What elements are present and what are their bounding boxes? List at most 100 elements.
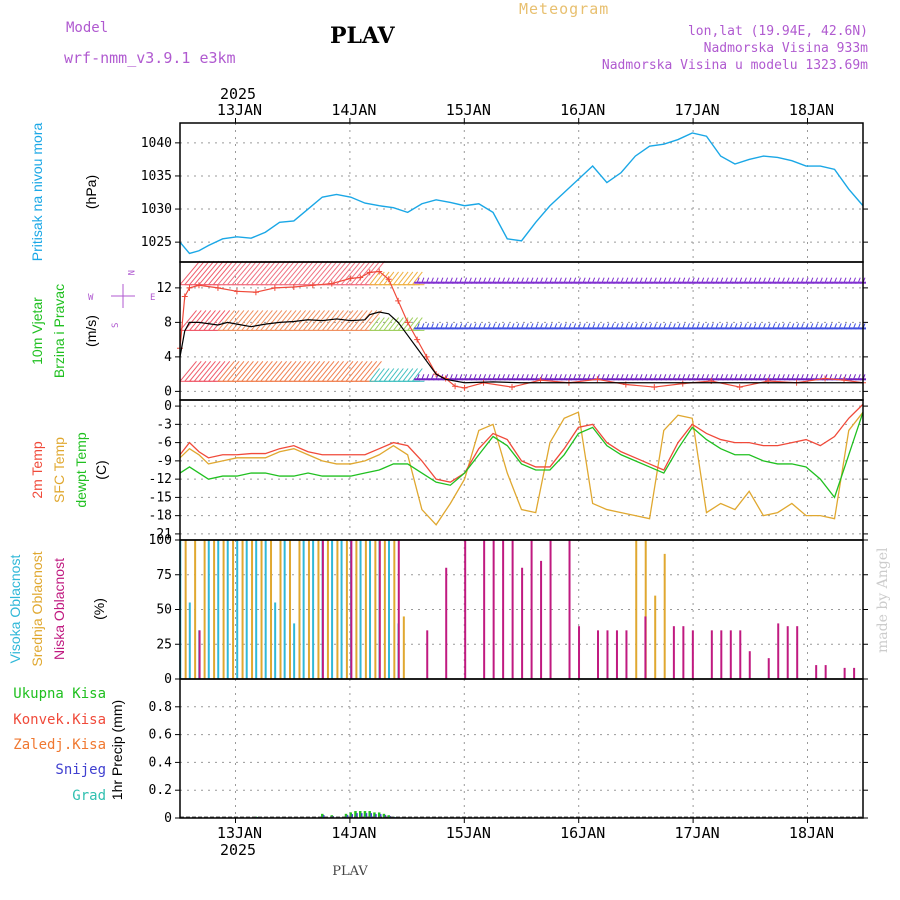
wind-speed-line	[179, 311, 863, 384]
wind-barb	[554, 374, 558, 380]
wind-barb	[630, 323, 634, 329]
wind-barb	[426, 277, 430, 283]
gust-marker	[395, 297, 402, 304]
wind-barb	[250, 360, 269, 382]
wind-barb	[824, 277, 828, 283]
wind-barb	[592, 323, 596, 329]
wind-unit-label: (m/s)	[83, 315, 99, 347]
bottom-date-label: 17JAN	[675, 824, 720, 842]
wind-barb	[468, 277, 472, 283]
wind-barb	[810, 323, 814, 329]
wind-barb	[445, 323, 449, 329]
wind-barb	[241, 360, 259, 382]
wind-barb	[573, 277, 577, 283]
wind-barb	[729, 323, 733, 329]
wind-barb	[217, 260, 239, 286]
ytick-label: -21	[149, 527, 172, 542]
temp-2m-axis-title: 2m Temp	[29, 441, 45, 499]
wind-barb	[834, 277, 838, 283]
wind-barb	[582, 323, 586, 329]
wind-barb	[639, 323, 643, 329]
wind-barb	[511, 323, 515, 329]
watermark: made by Angel	[875, 547, 891, 653]
wind-barb	[326, 310, 344, 331]
wind-barb	[449, 374, 453, 380]
wind-barb	[279, 310, 297, 331]
ytick-label: 0	[164, 811, 172, 826]
wind-barb	[487, 374, 491, 380]
compass-w-label: W	[88, 293, 94, 303]
wind-barb	[796, 374, 800, 380]
gust-marker	[414, 336, 421, 343]
compass-e-label: E	[150, 293, 155, 303]
wind-barb	[478, 374, 482, 380]
wind-barb	[412, 368, 423, 382]
wind-barb	[222, 360, 240, 382]
ytick-label: 1035	[141, 169, 172, 184]
wind-barb	[198, 360, 216, 382]
wind-barb	[777, 323, 781, 329]
wind-barb	[421, 374, 425, 380]
wind-barb	[521, 277, 524, 283]
wind-barb	[198, 260, 220, 286]
bottom-date-label: 16JAN	[560, 824, 605, 842]
ytick-label: -15	[149, 490, 172, 505]
wind-barb	[350, 260, 371, 286]
wind-barb	[189, 360, 207, 382]
wind-barb	[848, 323, 852, 329]
wind-barb	[781, 277, 785, 283]
wind-barb	[848, 277, 852, 283]
bottom-date-label: 14JAN	[331, 824, 376, 842]
wind-barb	[838, 374, 842, 380]
wind-barb	[634, 323, 638, 329]
gust-marker	[271, 284, 278, 291]
wind-barb	[374, 368, 385, 382]
wind-barb	[677, 277, 681, 283]
ytick-label: 75	[156, 568, 172, 583]
gust-marker	[195, 282, 202, 289]
wind-barb	[615, 374, 619, 380]
pressure-line	[179, 132, 864, 255]
wind-barb	[772, 277, 776, 283]
wind-barb	[473, 277, 477, 283]
wind-barb	[748, 277, 752, 283]
wind-barb	[672, 277, 676, 283]
pressure-axis-title: Pritisak na nivou mora	[29, 123, 45, 262]
wind-barb	[800, 323, 804, 329]
wind-barb	[687, 323, 690, 329]
wind-barb	[302, 260, 324, 286]
wind-barb	[611, 374, 615, 380]
wind-barb	[397, 271, 409, 286]
wind-barb	[426, 323, 430, 329]
wind-barb	[321, 310, 340, 331]
wind-barb	[227, 260, 248, 286]
wind-barb	[487, 277, 491, 283]
wind-barb	[800, 277, 804, 283]
wind-barb	[521, 374, 524, 380]
wind-barb	[606, 323, 610, 329]
wind-barb	[459, 374, 463, 380]
wind-barb	[487, 323, 491, 329]
wind-barb	[767, 323, 771, 329]
wind-barb	[193, 310, 212, 331]
wind-barb	[184, 360, 202, 382]
wind-barb	[464, 323, 468, 329]
precip-unit-label: 1hr Precip (mm)	[109, 700, 125, 800]
wind-barb	[720, 374, 724, 380]
wind-barb	[606, 277, 610, 283]
wind-barb	[189, 260, 210, 286]
wind-barb	[819, 374, 823, 380]
wind-barb	[682, 374, 686, 380]
wind-axis-title-1: 10m Vjetar	[29, 297, 45, 365]
wind-barb	[288, 310, 306, 331]
wind-barb	[639, 277, 643, 283]
wind-barb	[516, 323, 520, 329]
wind-barb	[843, 277, 847, 283]
wind-barb	[762, 374, 766, 380]
wind-barb	[302, 360, 321, 382]
wind-barb	[454, 374, 458, 380]
bottom-year-label: 2025	[220, 841, 256, 859]
wind-barb	[246, 310, 264, 331]
wind-barb	[203, 260, 224, 286]
wind-barb	[274, 360, 292, 382]
